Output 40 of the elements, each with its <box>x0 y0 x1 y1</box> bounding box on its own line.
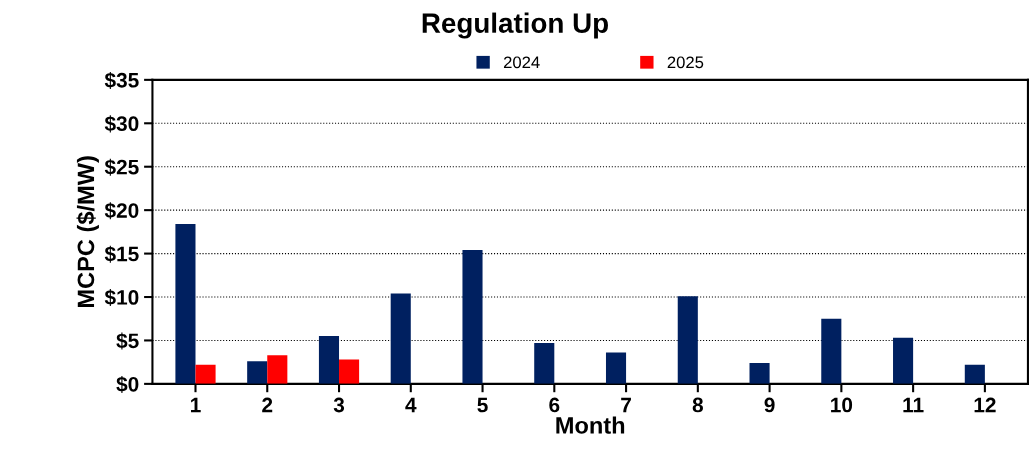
bar <box>390 293 411 384</box>
bar <box>964 364 985 384</box>
bar <box>749 363 770 384</box>
y-tick-label: $35 <box>104 71 139 89</box>
y-tick-label: $10 <box>104 289 139 307</box>
bar <box>175 224 196 384</box>
bar <box>318 336 340 384</box>
legend-label: 2024 <box>503 56 540 69</box>
x-tick-label: 4 <box>405 397 417 413</box>
chart-title: Regulation Up <box>422 12 608 39</box>
x-tick-label: 10 <box>831 397 853 413</box>
x-axis-title: Month <box>556 416 625 434</box>
bar <box>195 364 216 384</box>
y-tick-label: $20 <box>104 202 139 220</box>
y-tick-label: $30 <box>104 115 139 133</box>
bar <box>534 343 555 384</box>
legend-label: 2025 <box>667 56 704 69</box>
x-tick-label: 11 <box>903 397 924 413</box>
x-tick-label: 8 <box>692 397 703 413</box>
x-tick-label: 9 <box>764 397 775 413</box>
x-tick-label: 2 <box>262 397 273 413</box>
x-tick-label: 5 <box>477 397 488 413</box>
x-tick-label: 1 <box>191 397 201 413</box>
y-tick-label: $5 <box>116 332 139 350</box>
bar <box>821 318 842 384</box>
bar <box>893 337 914 384</box>
bar <box>267 355 288 384</box>
y-tick-label: $0 <box>116 375 139 393</box>
x-tick-label: 7 <box>621 397 631 413</box>
x-tick-label: 6 <box>549 397 560 413</box>
y-axis-title: MCPC ($/MW) <box>76 156 99 308</box>
bar <box>605 352 627 384</box>
x-tick-label: 3 <box>333 397 345 413</box>
bar <box>677 296 698 384</box>
y-tick-label: $25 <box>104 158 139 176</box>
x-tick-label: 12 <box>974 397 996 413</box>
bar <box>462 250 483 384</box>
y-tick-label: $15 <box>104 245 139 263</box>
bar <box>247 361 268 384</box>
bar <box>339 359 360 384</box>
